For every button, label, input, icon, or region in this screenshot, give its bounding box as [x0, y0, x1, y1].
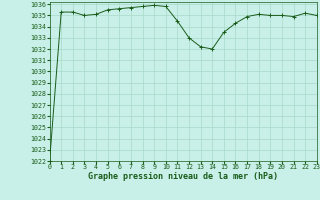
X-axis label: Graphe pression niveau de la mer (hPa): Graphe pression niveau de la mer (hPa) [88, 172, 278, 181]
